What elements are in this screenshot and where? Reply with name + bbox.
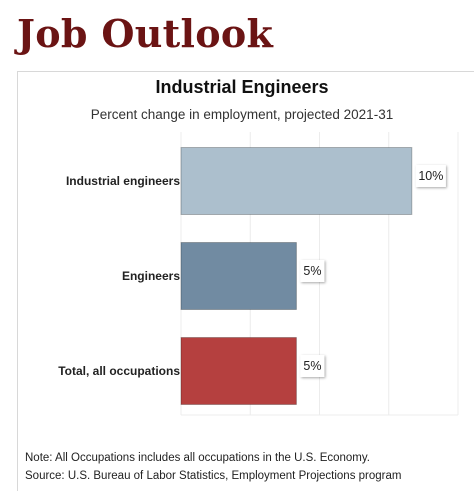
category-label: Industrial engineers (66, 174, 180, 188)
value-label-box (300, 355, 325, 377)
value-label: 5% (303, 264, 321, 278)
value-label: 10% (418, 169, 443, 183)
page-heading: Job Outlook (17, 11, 274, 56)
value-label-box (415, 165, 446, 187)
chart-note: Note: All Occupations includes all occup… (25, 452, 370, 464)
category-label: Total, all occupations (58, 364, 180, 378)
category-label: Engineers (122, 269, 180, 283)
chart-subtitle: Percent change in employment, projected … (90, 107, 394, 122)
chart-title: Industrial Engineers (155, 77, 329, 97)
bar-3 (180, 337, 297, 405)
bar-2 (180, 242, 297, 310)
value-label: 5% (303, 359, 321, 373)
chart-source: Source: U.S. Bureau of Labor Statistics,… (25, 470, 402, 482)
chart-frame (17, 71, 474, 491)
value-label-box (300, 260, 325, 282)
bar-1 (180, 147, 413, 215)
